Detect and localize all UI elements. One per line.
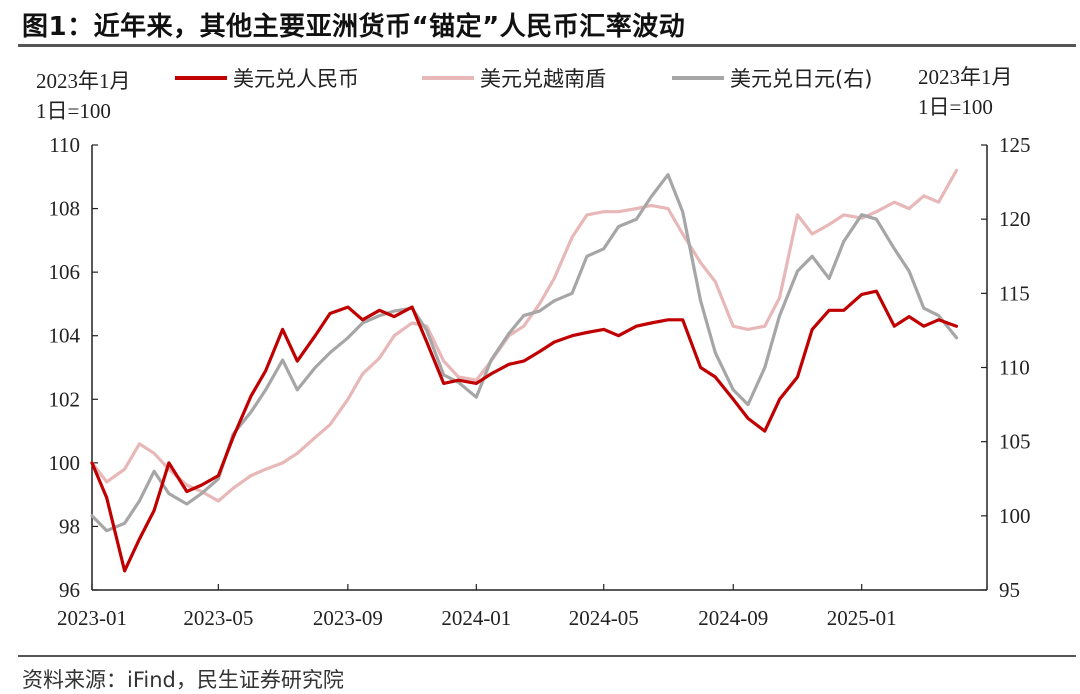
right-tick-label: 100 bbox=[999, 504, 1031, 528]
legend-label: 美元兑日元(右) bbox=[730, 67, 872, 91]
x-tick-label: 2024-09 bbox=[698, 606, 768, 630]
x-tick-label: 2023-01 bbox=[57, 606, 127, 630]
left-tick-label: 100 bbox=[49, 451, 81, 475]
left-tick-label: 96 bbox=[59, 578, 80, 602]
series-line-usd-vnd bbox=[90, 168, 959, 503]
axes: 96 98 100 102 104 106 108 110 95 100 105 110 115 120 1… bbox=[49, 133, 1031, 630]
series-line-usd-cny bbox=[90, 289, 959, 573]
legend: 美元兑人民币 美元兑越南盾 美元兑日元(右) bbox=[175, 67, 872, 91]
left-tick-label: 104 bbox=[49, 324, 81, 348]
right-tick-label: 120 bbox=[999, 207, 1031, 231]
series-line-usd-jpy bbox=[90, 173, 959, 533]
left-tick-label: 110 bbox=[49, 133, 80, 157]
x-tick-label: 2024-05 bbox=[569, 606, 639, 630]
right-tick-label: 105 bbox=[999, 430, 1031, 454]
right-axis-unit: 2023年1月 bbox=[918, 65, 1013, 89]
left-tick-label: 102 bbox=[49, 387, 81, 411]
right-tick-label: 125 bbox=[999, 133, 1031, 157]
series-layer bbox=[90, 168, 959, 573]
chart-title: 图1：近年来，其他主要亚洲货币“锚定”人民币汇率波动 bbox=[22, 12, 686, 42]
legend-label: 美元兑越南盾 bbox=[480, 67, 606, 91]
source-note: 资料来源：iFind，民生证券研究院 bbox=[22, 668, 344, 692]
x-tick-label: 2023-09 bbox=[313, 606, 383, 630]
left-axis-unit: 2023年1月 bbox=[36, 69, 131, 93]
axis-units: 2023年1月 1日=100 2023年1月 1日=100 bbox=[36, 65, 1013, 123]
title-rule bbox=[18, 44, 1076, 47]
x-tick-label: 2025-01 bbox=[827, 606, 897, 630]
right-tick-label: 110 bbox=[999, 356, 1030, 380]
left-axis-unit: 1日=100 bbox=[36, 99, 111, 123]
left-tick-label: 106 bbox=[49, 260, 81, 284]
x-tick-label: 2023-05 bbox=[183, 606, 253, 630]
x-tick-label: 2024-01 bbox=[441, 606, 511, 630]
left-tick-label: 98 bbox=[59, 514, 80, 538]
left-tick-label: 108 bbox=[49, 197, 81, 221]
legend-label: 美元兑人民币 bbox=[233, 67, 359, 91]
right-tick-label: 95 bbox=[999, 578, 1020, 602]
right-tick-label: 115 bbox=[999, 281, 1030, 305]
right-axis-unit: 1日=100 bbox=[918, 95, 993, 119]
footer-rule bbox=[18, 655, 1076, 657]
